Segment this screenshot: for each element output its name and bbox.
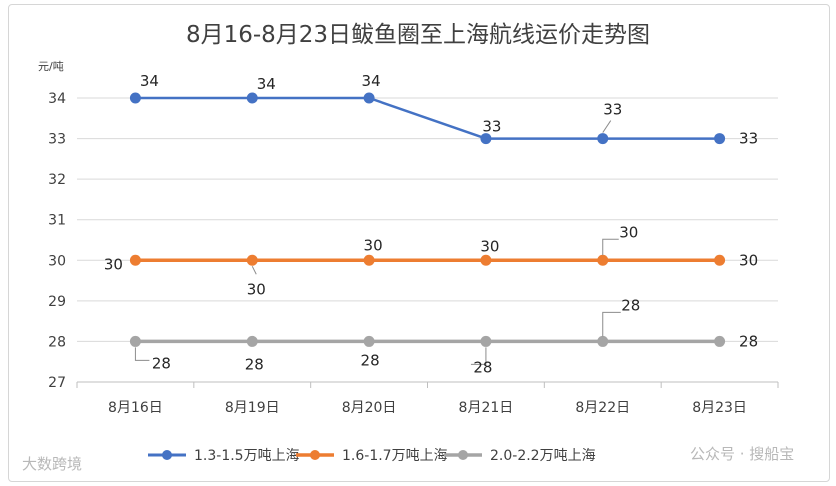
data-point	[246, 254, 258, 266]
data-label: 33	[482, 118, 501, 136]
x-tick-label: 8月16日	[108, 400, 163, 416]
data-point	[363, 335, 375, 347]
x-tick-label: 8月21日	[459, 400, 514, 416]
series-line	[135, 96, 720, 140]
data-point	[597, 335, 609, 347]
gridlines	[77, 97, 778, 383]
data-label-leader	[470, 347, 487, 365]
data-point	[714, 335, 726, 347]
series-lines	[129, 92, 726, 347]
data-point	[246, 92, 258, 104]
data-label: 28	[245, 355, 264, 373]
y-tick-label: 34	[48, 91, 66, 107]
data-label-leader	[251, 266, 257, 275]
x-tick-label: 8月22日	[575, 400, 630, 416]
data-point	[363, 92, 375, 104]
data-point	[714, 133, 726, 145]
legend-label: 2.0-2.2万吨上海	[490, 448, 596, 464]
chart-frame	[8, 4, 830, 482]
data-label: 28	[152, 354, 171, 372]
legend-marker	[458, 450, 468, 460]
data-point	[129, 92, 141, 104]
data-label: 30	[739, 251, 758, 269]
data-label-leader	[602, 120, 612, 133]
data-label-leader	[602, 238, 619, 256]
data-point	[714, 254, 726, 266]
data-label: 30	[480, 237, 499, 255]
y-tick-label: 29	[48, 294, 66, 310]
data-label: 28	[621, 296, 640, 314]
data-label: 28	[473, 358, 492, 376]
x-tick-label: 8月19日	[225, 400, 280, 416]
legend: 1.3-1.5万吨上海 1.6-1.7万吨上海 2.0-2.2万吨上海	[148, 448, 596, 464]
data-label: 34	[257, 75, 276, 93]
data-label-leader	[602, 311, 621, 337]
data-label: 33	[739, 130, 758, 148]
legend-label: 1.3-1.5万吨上海	[194, 448, 300, 464]
data-point	[597, 133, 609, 145]
legend-label: 1.6-1.7万吨上海	[342, 448, 448, 464]
x-axis-ticks: 8月16日 8月19日 8月20日 8月21日 8月22日 8月23日	[76, 382, 779, 416]
x-tick-label: 8月20日	[342, 400, 397, 416]
legend-marker	[162, 450, 172, 460]
y-tick-label: 30	[48, 253, 66, 269]
data-label: 34	[362, 72, 381, 90]
y-tick-label: 33	[48, 132, 66, 148]
data-label: 30	[619, 223, 638, 241]
y-tick-label: 27	[48, 375, 66, 391]
y-tick-label: 28	[48, 334, 66, 350]
data-point	[246, 335, 258, 347]
chart-title: 8月16-8月23日鲅鱼圈至上海航线运价走势图	[186, 22, 650, 48]
watermarks: 大数跨境 公众号 · 搜船宝	[22, 445, 794, 473]
data-point	[597, 254, 609, 266]
y-axis-ticks: 27 28 29 30 31 32 33 34	[48, 91, 66, 391]
data-point	[480, 254, 492, 266]
data-point	[480, 335, 492, 347]
data-label: 28	[739, 332, 758, 350]
data-label: 30	[247, 280, 266, 298]
y-tick-label: 32	[48, 172, 66, 188]
data-point	[129, 254, 141, 266]
data-point	[363, 254, 375, 266]
watermark-right: 公众号 · 搜船宝	[690, 445, 794, 463]
x-tick-label: 8月23日	[692, 400, 747, 416]
data-label: 33	[603, 101, 622, 119]
data-label: 30	[364, 236, 383, 254]
data-labels: 34 34 34 33 33 33 30 30 30 30 30 30 28 28 28 28 28 28	[104, 72, 758, 376]
data-label-leader	[134, 347, 150, 361]
data-point	[129, 335, 141, 347]
y-tick-label: 31	[48, 213, 66, 229]
legend-marker	[310, 450, 320, 460]
data-label: 28	[361, 351, 380, 369]
data-label: 30	[104, 255, 123, 273]
data-label: 34	[140, 72, 159, 90]
watermark-left: 大数跨境	[22, 455, 82, 473]
data-point	[480, 133, 492, 145]
y-axis-unit-label: 元/吨	[38, 60, 64, 73]
